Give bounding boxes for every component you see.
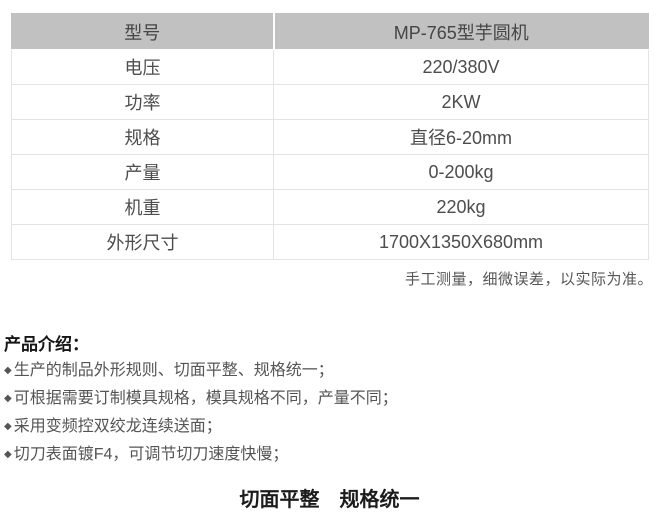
bullet-text: 采用变频控双绞龙连续送面；: [13, 418, 222, 435]
spec-table: 型号 MP-765型芋圆机 电压 220/380V 功率 2KW 规格 直径6-…: [11, 13, 649, 260]
spec-row-size: 规格 直径6-20mm: [11, 119, 649, 155]
spec-value: 220kg: [273, 189, 649, 225]
intro-title: 产品介绍：: [4, 335, 89, 354]
spec-value: 1700X1350X680mm: [273, 224, 649, 260]
footer-slogan-heading: 切面平整 规格统一: [239, 489, 420, 511]
spec-value: 0-200kg: [273, 154, 649, 190]
spec-row-weight: 机重 220kg: [11, 189, 649, 225]
spec-label: 功率: [11, 84, 274, 120]
spec-label: 规格: [11, 119, 274, 155]
bullet-text: 生产的制品外形规则、切面平整、规格统一；: [13, 362, 334, 379]
spec-value: 2KW: [273, 84, 649, 120]
list-item: ◆ 采用变频控双绞龙连续送面；: [4, 413, 398, 441]
spec-label: 产量: [11, 154, 274, 190]
spec-label: 机重: [11, 189, 274, 225]
diamond-bullet-icon: ◆: [4, 365, 12, 376]
measurement-note: 手工测量，细微误差，以实际为准。: [404, 271, 653, 288]
spec-value: 220/380V: [273, 49, 649, 85]
spec-row-voltage: 电压 220/380V: [11, 49, 649, 85]
spec-row-dimensions: 外形尺寸 1700X1350X680mm: [11, 224, 649, 260]
spec-row-output: 产量 0-200kg: [11, 154, 649, 190]
diamond-bullet-icon: ◆: [4, 421, 12, 432]
diamond-bullet-icon: ◆: [4, 449, 12, 460]
bullet-text: 可根据需要订制模具规格，模具规格不同，产量不同；: [13, 390, 398, 407]
spec-row-model: 型号 MP-765型芋圆机: [11, 13, 649, 50]
spec-label: 电压: [11, 49, 274, 85]
spec-label: 外形尺寸: [11, 224, 274, 260]
intro-bullet-list: ◆ 生产的制品外形规则、切面平整、规格统一； ◆ 可根据需要订制模具规格，模具规格不…: [4, 357, 398, 469]
list-item: ◆ 生产的制品外形规则、切面平整、规格统一；: [4, 357, 398, 385]
diamond-bullet-icon: ◆: [4, 393, 12, 404]
spec-value: 直径6-20mm: [273, 119, 649, 155]
list-item: ◆ 切刀表面镀F4，可调节切刀速度快慢；: [4, 441, 398, 469]
bullet-text: 切刀表面镀F4，可调节切刀速度快慢；: [13, 446, 289, 463]
list-item: ◆ 可根据需要订制模具规格，模具规格不同，产量不同；: [4, 385, 398, 413]
spec-value: MP-765型芋圆机: [272, 13, 649, 50]
spec-row-power: 功率 2KW: [11, 84, 649, 120]
spec-label: 型号: [11, 13, 274, 50]
